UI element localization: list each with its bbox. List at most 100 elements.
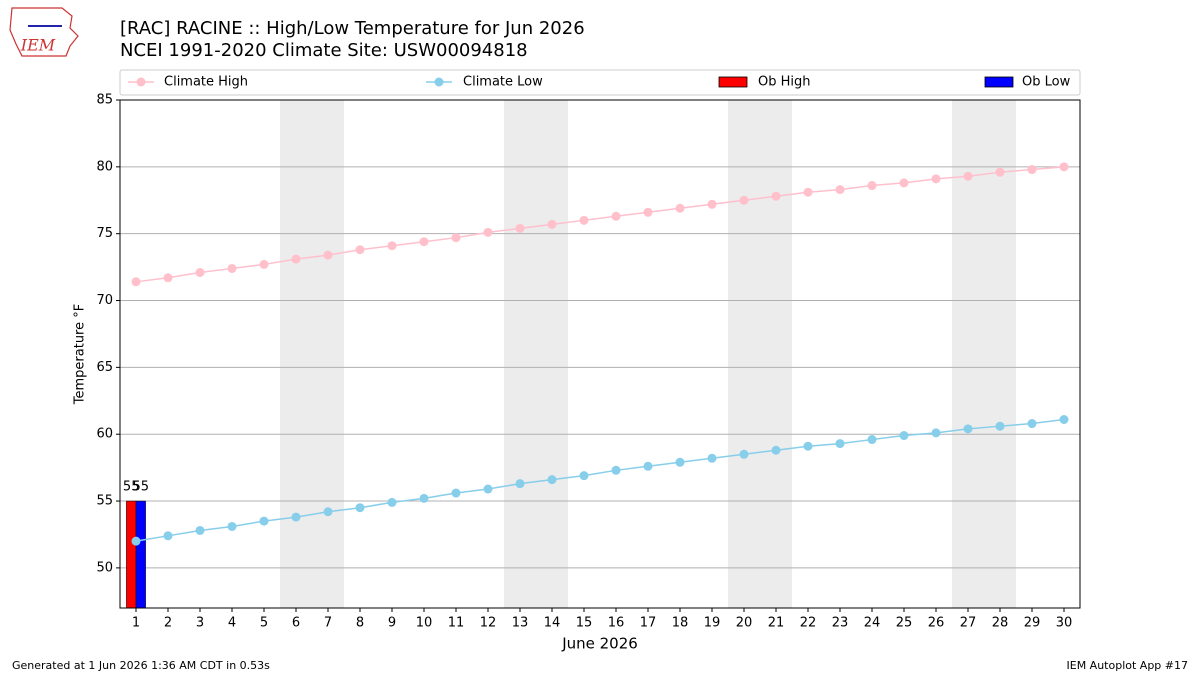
footer-left: Generated at 1 Jun 2026 1:36 AM CDT in 0…: [12, 659, 270, 672]
point: [227, 521, 237, 531]
bar: [126, 500, 137, 609]
point: [803, 187, 813, 197]
x-tick-label: 24: [864, 616, 881, 631]
weekend-shade: [504, 100, 568, 608]
x-tick-label: 18: [672, 616, 689, 631]
x-tick-label: 9: [388, 616, 396, 631]
point: [931, 174, 941, 184]
y-tick-label: 50: [96, 560, 113, 575]
point: [579, 215, 589, 225]
y-tick-label: 85: [96, 93, 113, 108]
point: [899, 178, 909, 188]
weekend-shade: [952, 100, 1016, 608]
legend-label: Ob Low: [1022, 75, 1071, 90]
x-tick-label: 10: [416, 616, 433, 631]
point: [547, 475, 557, 485]
x-tick-label: 22: [800, 616, 817, 631]
line: [135, 166, 1065, 283]
chart-title: [RAC] RACINE :: High/Low Temperature for…: [120, 18, 585, 39]
point: [739, 195, 749, 205]
point: [835, 439, 845, 449]
point: [1059, 415, 1069, 425]
x-tick-label: 4: [228, 616, 236, 631]
x-tick-label: 14: [544, 616, 561, 631]
point: [195, 525, 205, 535]
chart-subtitle: NCEI 1991-2020 Climate Site: USW00094818: [120, 40, 528, 61]
point: [355, 503, 365, 513]
point: [899, 431, 909, 441]
point: [163, 273, 173, 283]
x-tick-label: 6: [292, 616, 300, 631]
point: [867, 181, 877, 191]
y-axis-label: Temperature °F: [73, 304, 88, 405]
y-tick-label: 75: [96, 226, 113, 241]
point: [643, 207, 653, 217]
point: [387, 497, 397, 507]
point: [195, 267, 205, 277]
point: [387, 241, 397, 251]
x-tick-label: 16: [608, 616, 625, 631]
point: [259, 259, 269, 269]
point: [163, 531, 173, 541]
point: [291, 512, 301, 522]
x-tick-label: 27: [960, 616, 977, 631]
point: [739, 449, 749, 459]
x-tick-label: 20: [736, 616, 753, 631]
x-tick-label: 11: [448, 616, 465, 631]
x-axis-label: June 2026: [561, 635, 638, 653]
legend-label: Climate High: [164, 75, 248, 90]
legend-swatch: [984, 76, 1014, 88]
legend-label: Ob High: [758, 75, 811, 90]
legend-swatch: [718, 76, 748, 88]
point: [419, 493, 429, 503]
point: [451, 488, 461, 498]
x-tick-label: 12: [480, 616, 497, 631]
x-tick-label: 21: [768, 616, 785, 631]
weekend-shade: [280, 100, 344, 608]
point: [995, 421, 1005, 431]
point: [227, 263, 237, 273]
legend-box: [119, 69, 1081, 96]
point: [771, 191, 781, 201]
y-tick-label: 65: [96, 360, 113, 375]
logo-text: IEM: [20, 36, 56, 55]
point: [707, 199, 717, 209]
line: [135, 418, 1065, 542]
data-label: 55: [133, 480, 150, 495]
bar: [135, 500, 146, 609]
point: [995, 167, 1005, 177]
x-tick-label: 15: [576, 616, 593, 631]
x-tick-label: 3: [196, 616, 204, 631]
point: [323, 507, 333, 517]
legend-label: Climate Low: [463, 75, 543, 90]
point: [483, 227, 493, 237]
point: [963, 171, 973, 181]
x-tick-label: 29: [1024, 616, 1041, 631]
point: [611, 211, 621, 221]
point: [803, 441, 813, 451]
y-tick-label: 55: [96, 494, 113, 509]
point: [291, 254, 301, 264]
x-tick-label: 2: [164, 616, 172, 631]
logo-outline: [9, 7, 79, 57]
legend-swatch: [434, 77, 444, 87]
x-tick-label: 5: [260, 616, 268, 631]
point: [483, 484, 493, 494]
x-tick-label: 7: [324, 616, 332, 631]
x-tick-label: 1: [132, 616, 140, 631]
point: [643, 461, 653, 471]
point: [131, 536, 141, 546]
x-tick-label: 25: [896, 616, 913, 631]
point: [771, 445, 781, 455]
x-tick-label: 30: [1056, 616, 1073, 631]
point: [515, 223, 525, 233]
point: [611, 465, 621, 475]
x-tick-label: 23: [832, 616, 849, 631]
point: [963, 424, 973, 434]
point: [931, 428, 941, 438]
x-tick-label: 26: [928, 616, 945, 631]
weekend-shade: [728, 100, 792, 608]
point: [867, 435, 877, 445]
point: [579, 471, 589, 481]
